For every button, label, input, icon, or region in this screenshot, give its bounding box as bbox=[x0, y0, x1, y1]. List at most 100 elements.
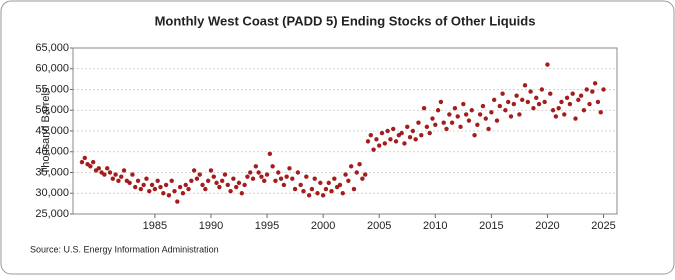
point bbox=[298, 182, 303, 188]
point bbox=[438, 99, 444, 105]
point bbox=[138, 186, 144, 192]
point bbox=[517, 112, 522, 117]
point bbox=[584, 87, 589, 92]
point bbox=[483, 116, 488, 121]
y-tick-label: 60,000 bbox=[35, 63, 69, 75]
point bbox=[399, 130, 404, 136]
point bbox=[90, 159, 96, 165]
point bbox=[304, 174, 309, 179]
point bbox=[503, 108, 508, 113]
point bbox=[365, 139, 371, 144]
point bbox=[455, 114, 460, 119]
point bbox=[259, 174, 264, 179]
point bbox=[576, 97, 581, 103]
point bbox=[253, 164, 259, 169]
point bbox=[267, 151, 273, 157]
point bbox=[407, 135, 413, 140]
point bbox=[340, 191, 345, 196]
point bbox=[377, 143, 382, 148]
point bbox=[346, 178, 351, 183]
point bbox=[441, 120, 446, 125]
point bbox=[250, 176, 256, 181]
point bbox=[281, 182, 287, 188]
point bbox=[564, 95, 570, 101]
point bbox=[506, 99, 511, 105]
x-tick-label: 2015 bbox=[479, 220, 503, 232]
point bbox=[573, 116, 578, 121]
point bbox=[121, 168, 127, 173]
point bbox=[141, 182, 146, 188]
point bbox=[133, 184, 138, 190]
point bbox=[360, 176, 365, 181]
point bbox=[323, 186, 329, 192]
x-tick-label: 2005 bbox=[367, 220, 391, 232]
point bbox=[601, 87, 606, 92]
point bbox=[149, 182, 155, 188]
point bbox=[433, 122, 438, 127]
point bbox=[287, 166, 292, 171]
point bbox=[222, 172, 228, 177]
point bbox=[491, 97, 497, 103]
point bbox=[102, 172, 107, 177]
y-tick-label: 35,000 bbox=[35, 166, 69, 178]
y-tick-label: 40,000 bbox=[35, 146, 69, 158]
x-tick-label: 1995 bbox=[255, 220, 279, 232]
point bbox=[374, 137, 379, 142]
point bbox=[163, 182, 169, 188]
point bbox=[545, 62, 550, 67]
point bbox=[542, 99, 547, 105]
point bbox=[228, 188, 233, 194]
point bbox=[315, 191, 320, 196]
point bbox=[264, 172, 270, 177]
point bbox=[435, 108, 441, 113]
point bbox=[553, 114, 559, 119]
point bbox=[489, 110, 494, 115]
point bbox=[581, 108, 587, 113]
point bbox=[96, 166, 101, 171]
point bbox=[461, 101, 466, 107]
point bbox=[477, 112, 483, 117]
point bbox=[548, 91, 553, 96]
point bbox=[343, 172, 348, 177]
point bbox=[592, 81, 598, 86]
point bbox=[189, 178, 194, 183]
point bbox=[278, 176, 284, 181]
point bbox=[211, 174, 216, 179]
point bbox=[166, 193, 172, 198]
point bbox=[522, 83, 528, 88]
point bbox=[368, 132, 373, 138]
point bbox=[276, 170, 281, 175]
source: Source: U.S. Energy Information Administ… bbox=[30, 244, 219, 254]
point bbox=[567, 101, 573, 107]
point bbox=[444, 126, 449, 132]
point bbox=[270, 164, 275, 169]
point bbox=[379, 130, 385, 136]
x-tick-label: 2025 bbox=[591, 220, 615, 232]
point bbox=[79, 159, 85, 165]
y-tick-label: 30,000 bbox=[35, 187, 69, 199]
point bbox=[525, 99, 531, 105]
point bbox=[480, 103, 486, 109]
point bbox=[248, 170, 253, 175]
point bbox=[402, 141, 407, 146]
y-tick-label: 55,000 bbox=[35, 83, 69, 95]
point bbox=[177, 184, 183, 190]
x-tick-label: 1990 bbox=[199, 220, 223, 232]
point bbox=[469, 108, 474, 113]
point bbox=[262, 178, 267, 183]
point bbox=[329, 188, 334, 194]
point bbox=[494, 118, 500, 123]
point bbox=[205, 178, 211, 183]
point bbox=[158, 184, 163, 190]
point bbox=[486, 126, 491, 132]
point bbox=[357, 162, 362, 167]
point bbox=[466, 118, 472, 123]
point bbox=[413, 137, 418, 142]
point bbox=[191, 168, 197, 173]
point bbox=[172, 188, 177, 194]
point bbox=[497, 103, 502, 109]
y-tick-label: 45,000 bbox=[35, 125, 69, 137]
point bbox=[590, 89, 595, 94]
point bbox=[147, 188, 152, 194]
